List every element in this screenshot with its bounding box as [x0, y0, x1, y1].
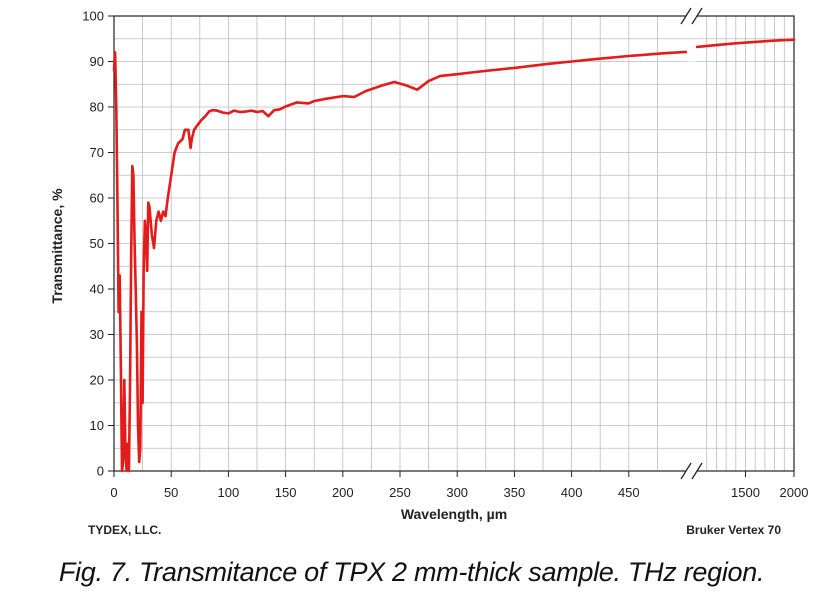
series-break-gap [687, 45, 696, 62]
axis-break-gap [686, 13, 697, 19]
axis-break-slash [680, 7, 692, 25]
y-tick-label: 0 [97, 464, 104, 479]
axis-break-slash [691, 7, 703, 25]
x-tick-label: 0 [110, 485, 117, 500]
x-tick-label: 100 [218, 485, 240, 500]
axis-break-markers [680, 7, 703, 480]
y-tick-label: 10 [90, 418, 104, 433]
chart-ticks: 0 10 20 30 40 50 60 70 80 90 100 0 50 100 150 200 250 300… [82, 9, 808, 501]
y-tick-label: 70 [90, 145, 104, 160]
figure-caption: Fig. 7. Transmitance of TPX 2 mm-thick s… [58, 557, 765, 587]
instrument-label: Bruker Vertex 70 [686, 523, 781, 537]
series-line [112, 50, 688, 473]
y-tick-label: 90 [90, 54, 104, 69]
axis-break-gap [686, 468, 697, 474]
x-tick-label: 350 [504, 485, 526, 500]
x-tick-label: 150 [275, 485, 297, 500]
y-axis-title: Transmittance, % [49, 188, 65, 304]
axis-break-slash [691, 462, 703, 480]
x-tick-label: 300 [446, 485, 468, 500]
axis-break-slash [680, 462, 692, 480]
x-tick-label: 1500 [731, 485, 760, 500]
y-tick-label: 30 [90, 327, 104, 342]
y-tick-label: 80 [90, 100, 104, 115]
y-tick-label: 100 [82, 9, 104, 24]
company-label: TYDEX, LLC. [88, 523, 161, 537]
y-tick-label: 40 [90, 282, 104, 297]
chart-grid [114, 16, 794, 471]
x-tick-label: 2000 [780, 485, 809, 500]
x-tick-label: 400 [561, 485, 583, 500]
y-tick-label: 50 [90, 236, 104, 251]
x-tick-label: 450 [618, 485, 640, 500]
x-tick-label: 250 [389, 485, 411, 500]
x-tick-label: 200 [332, 485, 354, 500]
y-tick-label: 60 [90, 191, 104, 206]
x-tick-label: 50 [164, 485, 178, 500]
chart-series [112, 38, 796, 473]
series-line [695, 38, 796, 49]
x-axis-title: Wavelength, µm [401, 506, 507, 522]
y-tick-label: 20 [90, 373, 104, 388]
